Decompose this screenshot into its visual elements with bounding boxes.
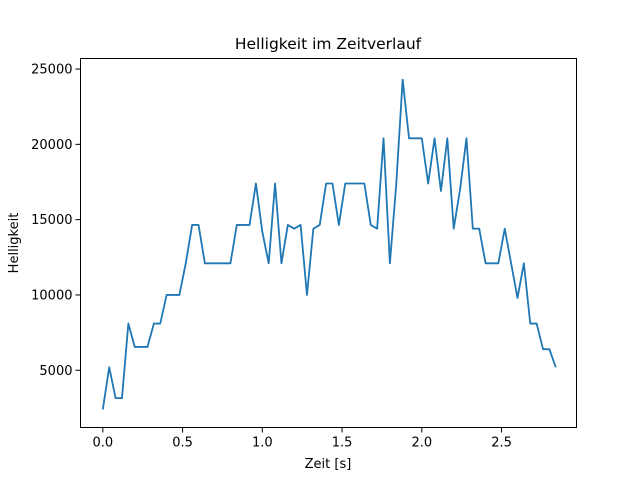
x-tick-label: 2.5 xyxy=(491,436,512,451)
y-tick-label: 5000 xyxy=(39,364,72,379)
x-tick-label: 2.0 xyxy=(411,436,432,451)
x-tick-label: 1.0 xyxy=(252,436,273,451)
plot-area xyxy=(80,58,577,428)
x-tick-label: 1.5 xyxy=(332,436,353,451)
y-tick-label: 15000 xyxy=(31,213,72,228)
x-tick-label: 0.5 xyxy=(172,436,193,451)
chart-title: Helligkeit im Zeitverlauf xyxy=(235,35,422,53)
y-tick-label: 25000 xyxy=(31,63,72,78)
y-tick-label: 10000 xyxy=(31,288,72,303)
x-tick-label: 0.0 xyxy=(92,436,113,451)
y-axis: 5000 10000 15000 20000 25000 xyxy=(31,63,81,379)
series-line-helligkeit xyxy=(101,78,557,410)
x-axis-label: Zeit [s] xyxy=(305,457,352,472)
y-tick-label: 20000 xyxy=(31,138,72,153)
y-axis-label: Helligkeit xyxy=(7,213,22,274)
plot-frame xyxy=(80,58,577,428)
x-axis: 0.0 0.5 1.0 1.5 2.0 2.5 xyxy=(92,427,512,451)
